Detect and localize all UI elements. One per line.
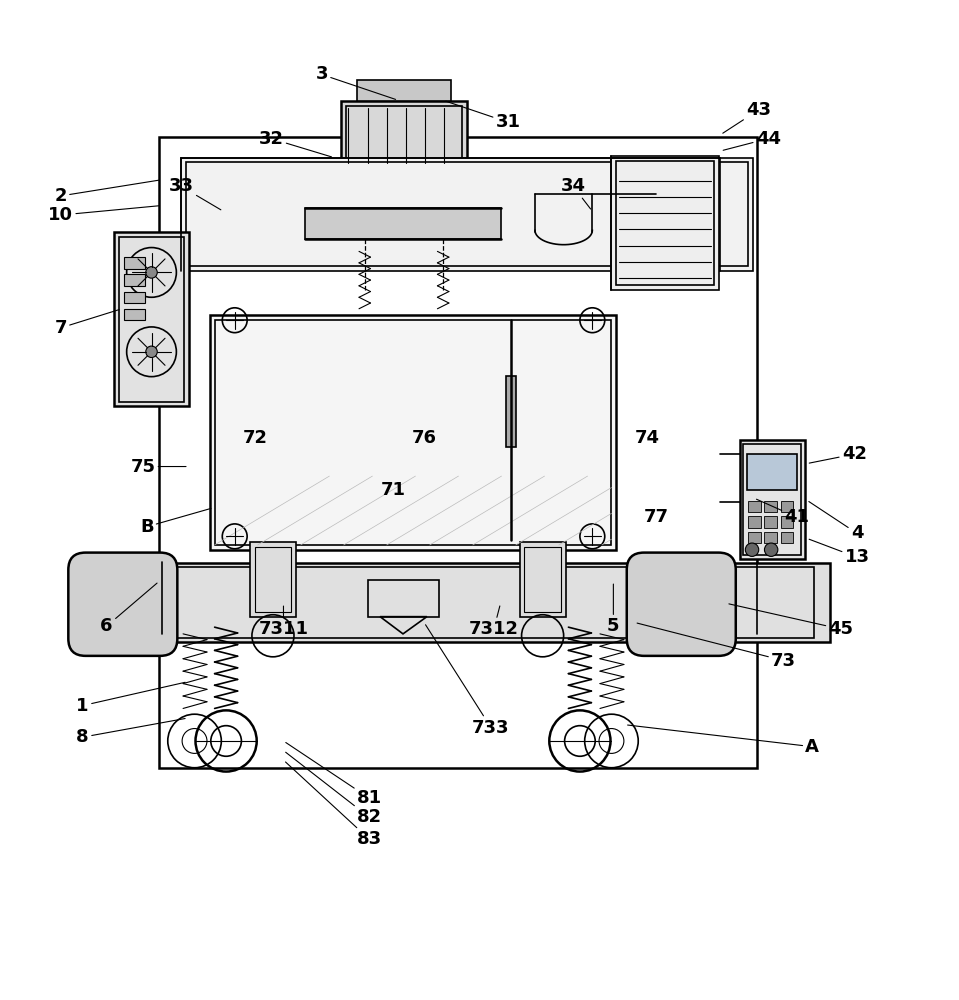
Text: 13: 13 (809, 539, 870, 566)
Bar (105, 567, 814, 638)
Text: 4: 4 (808, 502, 863, 542)
Text: 7312: 7312 (469, 606, 519, 638)
Bar (124, 309, 145, 320)
Bar (124, 274, 145, 286)
Bar (743, 444, 801, 555)
Text: 32: 32 (259, 130, 332, 157)
Text: 33: 33 (169, 177, 221, 210)
Bar (781, 501, 793, 512)
Text: 44: 44 (723, 130, 781, 150)
Text: 5: 5 (607, 584, 620, 635)
Text: 6: 6 (101, 583, 157, 635)
Text: 82: 82 (286, 752, 382, 826)
Bar (124, 292, 145, 303)
Text: 7: 7 (55, 310, 119, 337)
Bar (181, 158, 753, 271)
Bar (340, 101, 467, 170)
Bar (748, 501, 760, 512)
Bar (764, 501, 777, 512)
Circle shape (146, 267, 157, 278)
Bar (159, 137, 757, 768)
Bar (89, 563, 830, 642)
Text: 72: 72 (243, 429, 268, 447)
Text: 3: 3 (316, 65, 396, 99)
Bar (255, 547, 292, 612)
FancyBboxPatch shape (68, 553, 177, 656)
Text: 43: 43 (723, 101, 771, 133)
Bar (506, 376, 516, 447)
Text: 8: 8 (77, 719, 185, 746)
Bar (343, 167, 464, 177)
Text: 45: 45 (729, 604, 854, 638)
Bar (739, 440, 805, 559)
Circle shape (764, 543, 778, 556)
Bar (357, 80, 451, 101)
Text: 733: 733 (426, 625, 510, 737)
Text: 77: 77 (643, 508, 668, 526)
Text: 10: 10 (48, 206, 159, 224)
Bar (525, 547, 561, 612)
Text: 31: 31 (446, 101, 521, 131)
Bar (114, 232, 189, 406)
Text: 1: 1 (77, 682, 185, 715)
Circle shape (146, 346, 157, 358)
Text: 41: 41 (757, 499, 809, 526)
Bar (617, 161, 713, 285)
Text: 75: 75 (130, 458, 186, 476)
Text: 74: 74 (634, 429, 660, 447)
Bar (764, 516, 777, 528)
Text: 42: 42 (809, 445, 867, 463)
Bar (781, 516, 793, 528)
Bar (215, 320, 612, 545)
Bar (764, 532, 777, 543)
Bar (781, 532, 793, 543)
Bar (520, 542, 566, 617)
Text: A: A (627, 725, 819, 756)
Text: B: B (140, 508, 211, 536)
FancyBboxPatch shape (627, 553, 736, 656)
Bar (250, 542, 296, 617)
Bar (748, 532, 760, 543)
Text: 76: 76 (411, 429, 436, 447)
Bar (748, 516, 760, 528)
Bar (747, 454, 797, 490)
Text: 81: 81 (286, 743, 382, 807)
Bar (367, 580, 439, 617)
Text: 2: 2 (55, 180, 159, 205)
Bar (210, 315, 617, 550)
Text: 7311: 7311 (259, 606, 309, 638)
Bar (612, 156, 718, 290)
Text: 73: 73 (637, 623, 796, 670)
Text: 71: 71 (381, 481, 406, 499)
Bar (306, 208, 502, 239)
Bar (186, 162, 748, 266)
Text: 83: 83 (286, 762, 382, 848)
Text: 34: 34 (561, 177, 591, 209)
Bar (345, 106, 462, 165)
Bar (124, 257, 145, 269)
Bar (119, 237, 184, 402)
Circle shape (745, 543, 759, 556)
